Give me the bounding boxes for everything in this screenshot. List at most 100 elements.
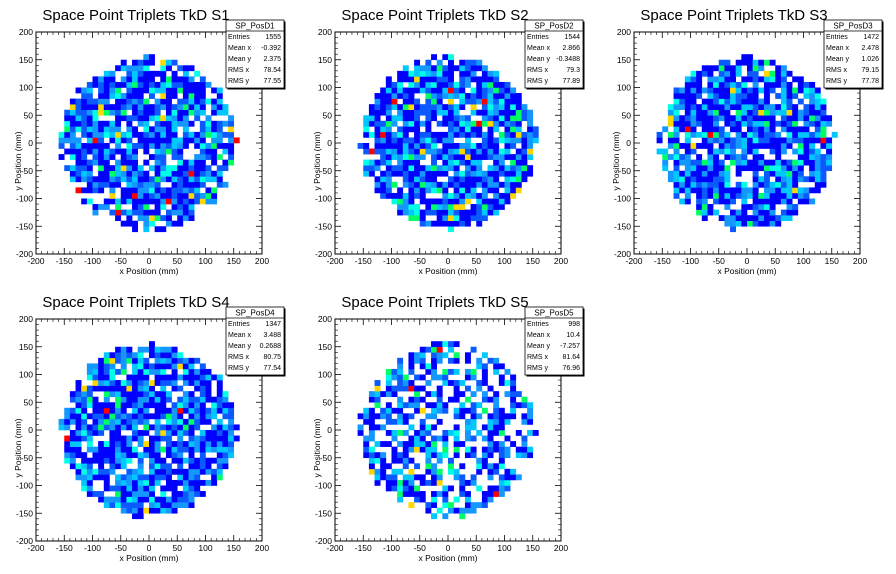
heatmap-bin <box>453 126 460 133</box>
heatmap-bin <box>431 93 437 99</box>
heatmap-bin <box>696 204 703 210</box>
heatmap-bin <box>205 430 212 436</box>
x-tick-label: 0 <box>147 256 152 266</box>
heatmap-bin <box>464 126 471 133</box>
heatmap-bin <box>786 98 793 105</box>
heatmap-bin <box>115 65 122 72</box>
heatmap-bin <box>132 424 138 431</box>
heatmap-bin <box>436 76 443 83</box>
heatmap-bin <box>216 120 223 127</box>
heatmap-bin <box>408 457 415 464</box>
heatmap-bin <box>222 430 229 436</box>
heatmap-bin <box>160 226 167 233</box>
stats-value: 77.54 <box>263 365 281 372</box>
heatmap-bin <box>414 165 421 172</box>
heatmap-bin <box>814 87 821 94</box>
heatmap-bin <box>780 192 787 199</box>
heatmap-bin <box>137 143 144 149</box>
heatmap-bin <box>385 143 392 149</box>
heatmap-bin <box>199 441 206 447</box>
heatmap-bin <box>385 154 392 160</box>
heatmap-bin <box>368 430 375 436</box>
heatmap-bin <box>402 154 409 160</box>
heatmap-bin <box>515 93 522 99</box>
heatmap-bin <box>510 137 517 144</box>
heatmap-bin <box>402 204 409 210</box>
heatmap-bin <box>368 424 375 431</box>
heatmap-bin <box>803 120 810 127</box>
x-tick-label: 200 <box>853 256 867 266</box>
heatmap-bin <box>470 126 477 133</box>
heatmap-bin <box>126 159 133 166</box>
heatmap-bin <box>730 192 736 199</box>
heatmap-bin <box>182 120 189 127</box>
heatmap-bin <box>160 115 167 122</box>
heatmap-bin <box>391 104 398 110</box>
heatmap-bin <box>464 98 471 105</box>
heatmap-bin <box>521 165 528 172</box>
heatmap-bin <box>132 413 138 420</box>
heatmap-bin <box>470 215 477 221</box>
heatmap-bin <box>402 126 409 133</box>
heatmap-bin <box>171 368 178 375</box>
heatmap-bin <box>741 215 748 221</box>
heatmap-bin <box>120 413 127 420</box>
heatmap-bin <box>730 215 736 221</box>
heatmap-bin <box>182 76 189 83</box>
heatmap-bin <box>137 391 144 397</box>
heatmap-bin <box>763 115 770 122</box>
heatmap-bin <box>780 81 787 88</box>
heatmap-bin <box>402 65 409 72</box>
heatmap-bin <box>126 170 133 177</box>
heatmap-bin <box>431 115 437 122</box>
heatmap-bin <box>154 363 161 370</box>
heatmap-bin <box>459 485 466 492</box>
heatmap-bin <box>374 126 381 133</box>
heatmap-bin <box>374 424 381 431</box>
heatmap-bin <box>786 93 793 99</box>
y-tick-label: 50 <box>24 397 34 407</box>
heatmap-bin <box>487 491 494 497</box>
heatmap-bin <box>199 407 206 414</box>
heatmap-bin <box>98 93 105 99</box>
heatmap-bin <box>92 143 99 149</box>
heatmap-bin <box>69 131 76 138</box>
heatmap-bin <box>109 131 116 138</box>
heatmap-bin <box>120 170 127 177</box>
heatmap-bin <box>775 104 782 110</box>
heatmap-bin <box>194 424 201 431</box>
heatmap-bin <box>442 137 449 144</box>
heatmap-bin <box>171 70 178 77</box>
heatmap-bin <box>165 474 172 481</box>
heatmap-bin <box>493 148 500 155</box>
heatmap-bin <box>453 368 460 375</box>
x-axis-label: x Position (mm) <box>717 266 776 276</box>
heatmap-bin <box>385 407 392 414</box>
heatmap-bin <box>160 435 167 442</box>
heatmap-bin <box>448 346 454 353</box>
heatmap-bin <box>165 98 172 105</box>
heatmap-bin <box>154 413 161 420</box>
heatmap-bin <box>222 148 229 155</box>
heatmap-bin <box>92 181 99 188</box>
heatmap-bin <box>205 468 212 475</box>
heatmap-bin <box>137 513 144 520</box>
heatmap-bin <box>448 502 454 508</box>
heatmap-bin <box>775 76 782 83</box>
heatmap-bin <box>724 154 731 160</box>
heatmap-bin <box>476 380 483 386</box>
heatmap-bin <box>154 496 161 503</box>
x-tick-label: -100 <box>383 256 400 266</box>
heatmap-bin <box>171 192 178 199</box>
heatmap-bin <box>470 165 477 172</box>
heatmap-bin <box>436 148 443 155</box>
heatmap-bin <box>453 181 460 188</box>
heatmap-bin <box>120 159 127 166</box>
heatmap-bin <box>763 109 770 116</box>
heatmap-bin <box>684 98 691 105</box>
heatmap-bin <box>177 435 184 442</box>
heatmap-bin <box>527 418 534 425</box>
heatmap-bin <box>684 87 691 94</box>
heatmap-bin <box>498 413 505 420</box>
